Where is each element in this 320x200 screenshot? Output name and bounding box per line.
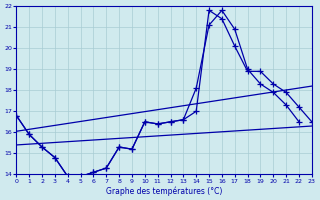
X-axis label: Graphe des températures (°C): Graphe des températures (°C) [106,186,222,196]
